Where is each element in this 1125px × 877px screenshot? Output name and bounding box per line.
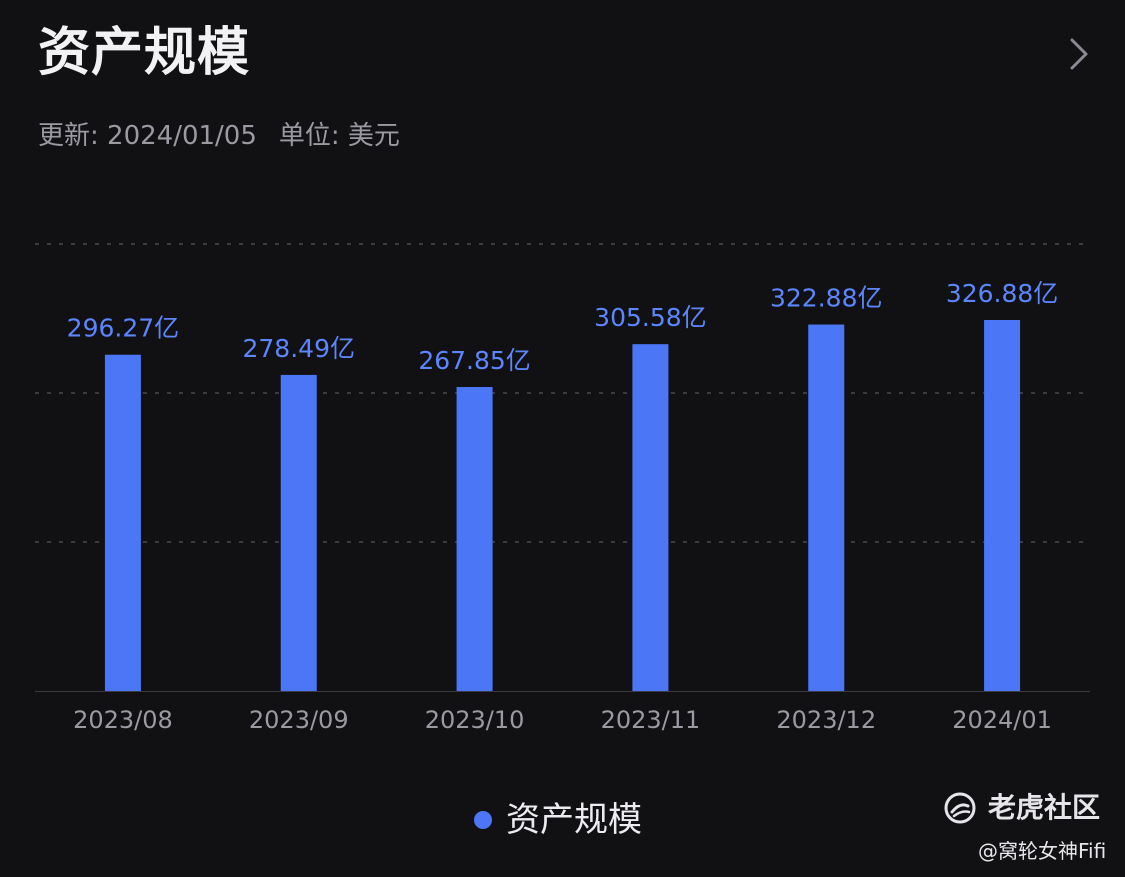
x-tick-label: 2023/11 [601,706,701,734]
data-label: 305.58亿 [594,303,706,332]
bar[interactable] [808,324,845,691]
legend-label: 资产规模 [506,800,642,840]
x-tick-label: 2023/08 [73,706,173,734]
tiger-logo-icon [944,792,976,824]
legend-dot [474,811,492,829]
data-label: 296.27亿 [67,314,179,343]
author-tag: @窝轮女神Fifi [978,839,1107,863]
bar[interactable] [280,374,317,691]
bar[interactable] [104,354,141,691]
data-label: 267.85亿 [418,346,530,375]
chart-subtitle: 更新: 2024/01/05 单位: 美元 [38,116,400,156]
bar[interactable] [632,344,669,691]
bar[interactable] [456,387,493,691]
x-tick-label: 2023/12 [776,706,876,734]
brand-watermark: 老虎社区 [942,788,1100,828]
updated-date: 更新: 2024/01/05 [38,121,257,151]
bar[interactable] [984,320,1021,691]
x-tick-label: 2023/09 [249,706,349,734]
data-label: 322.88亿 [770,284,882,313]
data-label: 326.88亿 [946,279,1058,308]
chart-legend[interactable]: 资产规模 [474,798,642,842]
chevron-right-icon[interactable] [1058,34,1098,74]
page-title: 资产规模 [38,23,251,83]
x-tick-label: 2023/10 [425,706,525,734]
unit-label: 单位: 美元 [278,121,400,151]
x-tick-label: 2024/01 [952,706,1052,734]
data-label: 278.49亿 [243,334,355,363]
brand-name: 老虎社区 [988,791,1101,824]
